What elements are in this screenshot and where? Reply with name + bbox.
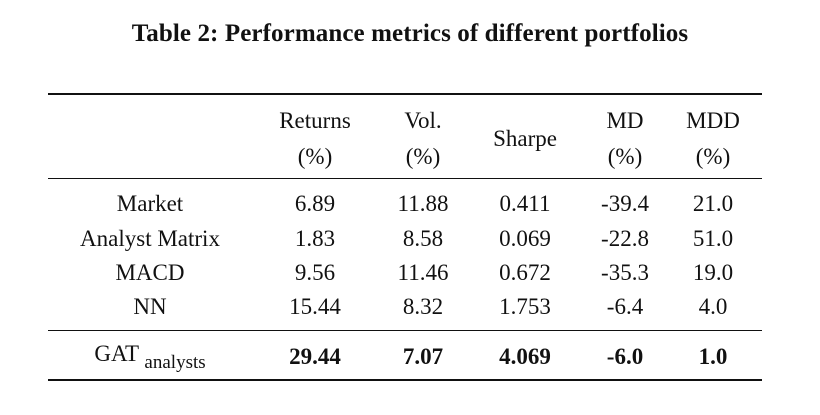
header-vol: Vol. (404, 108, 442, 133)
cell-md: -39.4 (601, 191, 649, 216)
table-top-rule (48, 93, 762, 95)
cell-md: -35.3 (601, 260, 649, 285)
cell-md: -6.4 (606, 294, 644, 319)
table-bottom-rule (48, 379, 762, 381)
cell-vol: 11.46 (397, 260, 449, 285)
cell-sharpe: 1.753 (499, 294, 551, 319)
cell-returns: 9.56 (294, 260, 336, 285)
cell-sharpe: 0.672 (499, 260, 551, 285)
row-label: Analyst Matrix (80, 226, 220, 251)
header-md-unit: (%) (607, 144, 643, 169)
header-rule (48, 178, 762, 179)
header-returns-unit: (%) (297, 144, 333, 169)
highlight-separator-rule (48, 330, 762, 331)
cell-returns: 6.89 (294, 191, 336, 216)
cell-vol: 8.32 (402, 294, 444, 319)
row-label-subscript: analysts (144, 352, 206, 373)
table-caption: Table 2: Performance metrics of differen… (131, 20, 689, 47)
header-mdd-unit: (%) (695, 144, 731, 169)
row-label: NN (133, 294, 167, 319)
cell-md: -6.0 (606, 344, 644, 369)
header-md: MD (606, 108, 644, 133)
cell-md: -22.8 (601, 226, 649, 251)
cell-sharpe: 0.411 (499, 191, 551, 216)
cell-mdd: 4.0 (698, 294, 728, 319)
cell-returns: 15.44 (289, 294, 341, 319)
cell-sharpe: 0.069 (499, 226, 551, 251)
cell-returns: 1.83 (294, 226, 336, 251)
cell-vol: 8.58 (402, 226, 444, 251)
row-label: Market (116, 191, 184, 216)
row-label-main: GAT (94, 341, 139, 366)
cell-returns: 29.44 (289, 344, 341, 369)
cell-mdd: 1.0 (698, 344, 728, 369)
header-mdd: MDD (686, 108, 740, 133)
cell-mdd: 21.0 (692, 191, 734, 216)
header-sharpe: Sharpe (493, 126, 557, 151)
header-vol-unit: (%) (405, 144, 441, 169)
cell-vol: 7.07 (402, 344, 444, 369)
header-returns: Returns (279, 108, 351, 133)
cell-vol: 11.88 (397, 191, 449, 216)
row-label: MACD (115, 260, 185, 285)
cell-sharpe: 4.069 (499, 344, 551, 369)
cell-mdd: 51.0 (692, 226, 734, 251)
cell-mdd: 19.0 (692, 260, 734, 285)
row-label: GAT analysts (50, 341, 250, 372)
